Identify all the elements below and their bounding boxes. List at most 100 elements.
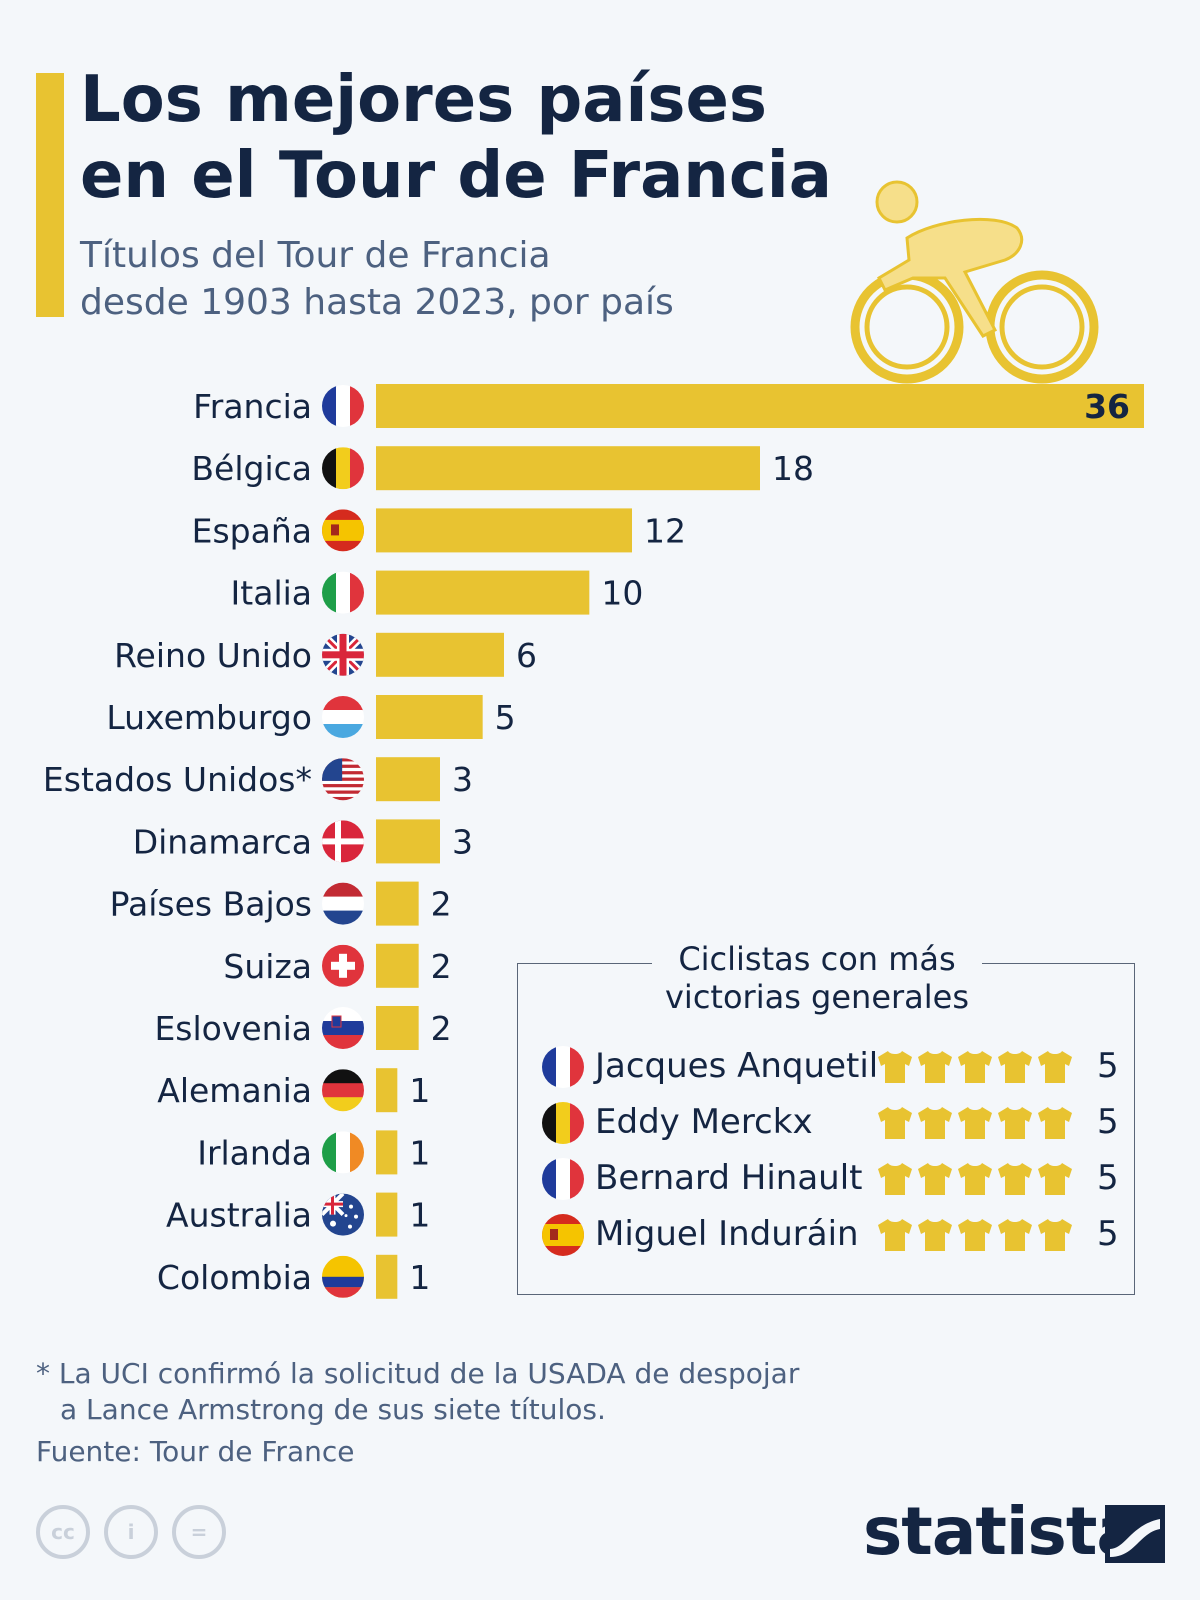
bar [376, 570, 590, 615]
rider-name: Bernard Hinault [595, 1158, 863, 1198]
category-label: Luxemburgo [106, 698, 312, 737]
rider-row: Miguel Induráin 5 [541, 1211, 1121, 1259]
flag-belgium-icon [542, 1102, 584, 1144]
value-label: 2 [431, 947, 452, 986]
yellow-jersey-icon [998, 1219, 1032, 1251]
value-label: 2 [431, 1009, 452, 1048]
value-label: 1 [409, 1258, 430, 1297]
yellow-jersey-icon [878, 1163, 912, 1195]
rider-wins: 5 [1097, 1046, 1119, 1086]
category-label: Bélgica [191, 449, 312, 488]
jersey-group [876, 1217, 1074, 1253]
value-label: 1 [409, 1133, 430, 1172]
category-label: Italia [231, 574, 312, 613]
bar-chart: 36Francia18Bélgica12España10Italia6Reino… [43, 384, 1144, 1299]
bar [376, 446, 760, 491]
license-icons: cc i = [36, 1505, 226, 1559]
yellow-jersey-icon [878, 1107, 912, 1139]
flag-de-icon [322, 1069, 364, 1112]
subtitle-line-1: Títulos del Tour de Francia [80, 235, 551, 276]
value-label: 2 [431, 885, 452, 924]
flag-co-icon [322, 1255, 364, 1298]
bar [376, 1068, 398, 1113]
footnote-continued: a Lance Armstrong de sus siete títulos. [60, 1393, 606, 1426]
footnote: * La UCI confirmó la solicitud de la USA… [36, 1357, 800, 1390]
value-label: 3 [452, 822, 473, 861]
category-label: Reino Unido [114, 636, 312, 675]
bar [376, 1130, 398, 1175]
cc-icon[interactable]: cc [36, 1505, 90, 1559]
yellow-jersey-icon [998, 1051, 1032, 1083]
bar [376, 632, 504, 677]
inset-title: Ciclistas con más victorias generales [652, 940, 982, 1016]
value-label: 1 [409, 1196, 430, 1235]
yellow-jersey-icon [918, 1219, 952, 1251]
category-label: Estados Unidos* [43, 760, 312, 799]
bar [376, 881, 419, 926]
inset-title-line-1: Ciclistas con más [678, 940, 956, 978]
category-label: Suiza [223, 947, 312, 986]
bar [376, 695, 483, 739]
value-label: 12 [644, 511, 686, 550]
flag-au-icon [322, 1193, 364, 1236]
jersey-group [876, 1105, 1074, 1141]
flag-us-icon [322, 758, 364, 801]
category-label: Eslovenia [154, 1009, 312, 1048]
category-label: Irlanda [197, 1133, 312, 1172]
yellow-jersey-icon [958, 1051, 992, 1083]
flag-be-icon [322, 447, 364, 490]
value-label: 5 [495, 698, 516, 737]
rider-wins: 5 [1097, 1158, 1119, 1198]
yellow-jersey-icon [878, 1219, 912, 1251]
yellow-jersey-icon [878, 1051, 912, 1083]
value-label: 3 [452, 760, 473, 799]
flag-si-icon [322, 1007, 364, 1049]
flag-ie-icon [322, 1131, 364, 1174]
yellow-jersey-icon [998, 1163, 1032, 1195]
bar [376, 943, 419, 988]
bar [376, 508, 632, 553]
yellow-jersey-icon [918, 1163, 952, 1195]
value-label: 6 [516, 636, 537, 675]
rider-name: Miguel Induráin [595, 1214, 859, 1254]
value-label: 18 [772, 449, 814, 488]
source-note: Fuente: Tour de France [36, 1435, 355, 1468]
rider-wins: 5 [1097, 1102, 1119, 1142]
value-label: 36 [1084, 387, 1130, 426]
flag-spain-icon [542, 1214, 584, 1256]
category-label: Australia [166, 1196, 312, 1235]
brand-wordmark[interactable]: statista [863, 1493, 1141, 1570]
by-icon[interactable]: i [104, 1505, 158, 1559]
flag-it-icon [322, 571, 364, 614]
accent-bar [36, 73, 64, 317]
flag-france-icon [542, 1046, 584, 1088]
value-label: 10 [601, 574, 643, 613]
category-label: Alemania [157, 1071, 312, 1110]
rider-name: Eddy Merckx [595, 1102, 813, 1142]
category-label: Francia [193, 387, 312, 426]
category-label: Dinamarca [133, 822, 312, 861]
yellow-jersey-icon [998, 1107, 1032, 1139]
yellow-jersey-icon [918, 1107, 952, 1139]
subtitle-line-2: desde 1903 hasta 2023, por país [80, 282, 674, 323]
flag-france-icon [542, 1158, 584, 1200]
rider-row: Eddy Merckx 5 [541, 1099, 1121, 1147]
yellow-jersey-icon [1038, 1051, 1072, 1083]
flag-ch-icon [322, 944, 364, 987]
subtitle: Títulos del Tour de Francia desde 1903 h… [80, 232, 800, 326]
nd-icon[interactable]: = [172, 1505, 226, 1559]
category-label: Países Bajos [110, 885, 312, 924]
yellow-jersey-icon [1038, 1107, 1072, 1139]
inset-title-line-2: victorias generales [664, 978, 970, 1016]
bar [376, 757, 440, 802]
bar [376, 1192, 398, 1237]
flag-fr-icon [322, 385, 364, 427]
yellow-jersey-icon [958, 1107, 992, 1139]
page-title: Los mejores países en el Tour de Francia [80, 62, 880, 214]
jersey-group [876, 1049, 1074, 1085]
bar [376, 384, 1144, 428]
title-line-1: Los mejores países [80, 63, 767, 137]
yellow-jersey-icon [918, 1051, 952, 1083]
value-label: 1 [409, 1071, 430, 1110]
statista-logo-icon[interactable] [1105, 1505, 1165, 1563]
